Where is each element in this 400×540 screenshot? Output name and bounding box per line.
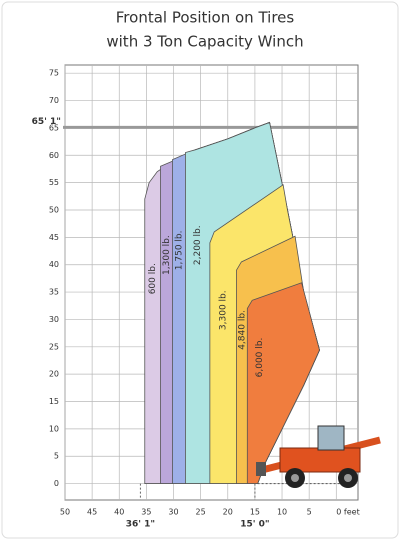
y-tick-label: 5	[54, 452, 59, 461]
x-tick-label: 20	[223, 508, 233, 517]
chart-title: Frontal Position on Tires	[116, 9, 295, 27]
telehandler-icon	[256, 425, 381, 488]
x-tick-label: 0 feet	[336, 508, 359, 517]
y-tick-label: 35	[49, 288, 59, 297]
y-tick-label: 15	[49, 397, 59, 406]
y-tick-label: 45	[49, 233, 59, 242]
y-tick-label: 25	[49, 342, 59, 351]
y-tick-label: 55	[49, 178, 59, 187]
y-tick-label: 40	[49, 260, 59, 269]
y-tick-label: 20	[49, 370, 59, 379]
zone-label: 600 lb.	[148, 263, 158, 294]
x-tick-label: 35	[141, 508, 151, 517]
zone-label: 1,750 lb.	[174, 231, 184, 271]
y-tick-label: 60	[49, 151, 59, 160]
y-tick-label: 10	[49, 424, 59, 433]
x-tick-label: 50	[60, 508, 70, 517]
zone-label: 4,840 lb.	[237, 310, 247, 350]
height-marker-label: 65' 1"	[32, 117, 61, 127]
zone-label: 2,200 lb.	[193, 225, 203, 265]
reach-marker-label: 36' 1"	[126, 520, 155, 530]
x-tick-label: 5	[307, 508, 312, 517]
x-tick-label: 30	[168, 508, 178, 517]
chart-title: with 3 Ton Capacity Winch	[106, 33, 303, 51]
zone-label: 1,300 lb.	[162, 235, 172, 275]
zone-label: 6,000 lb.	[255, 338, 265, 378]
zone-label: 3,300 lb.	[219, 290, 229, 330]
y-tick-label: 30	[49, 315, 59, 324]
x-tick-label: 15	[250, 508, 260, 517]
x-tick-label: 45	[87, 508, 97, 517]
x-tick-label: 25	[196, 508, 206, 517]
x-tick-label: 10	[277, 508, 287, 517]
y-tick-label: 65	[49, 123, 59, 132]
y-tick-label: 0	[54, 479, 59, 488]
y-tick-label: 50	[49, 206, 59, 215]
reach-marker-label: 15' 0"	[240, 520, 269, 530]
y-tick-label: 70	[49, 96, 59, 105]
x-tick-label: 40	[114, 508, 124, 517]
y-tick-label: 75	[49, 69, 59, 78]
